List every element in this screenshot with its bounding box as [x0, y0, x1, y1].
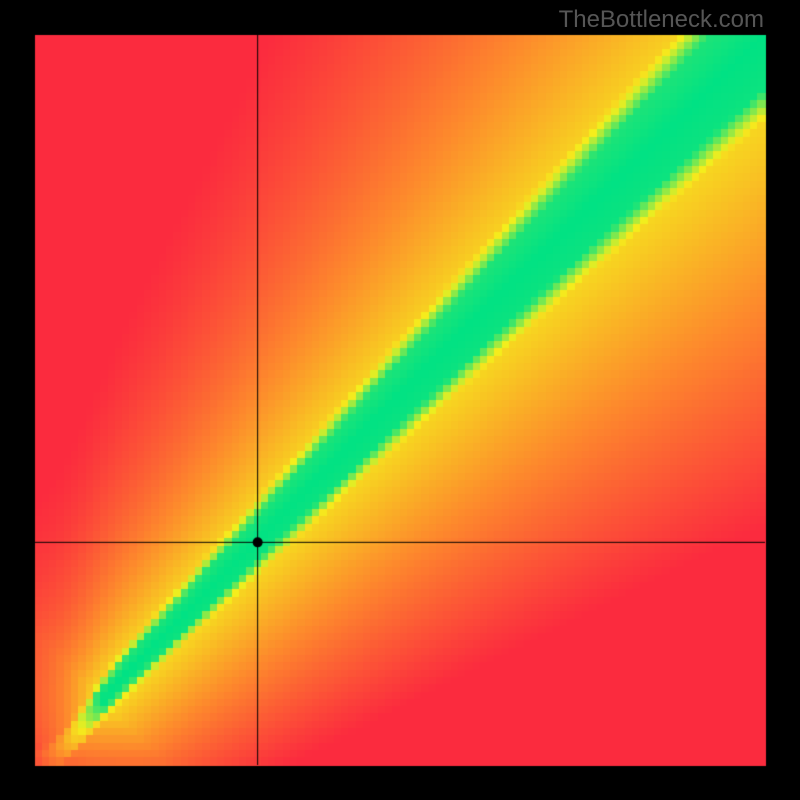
chart-container: TheBottleneck.com: [0, 0, 800, 800]
bottleneck-heatmap-canvas: [0, 0, 800, 800]
watermark-text: TheBottleneck.com: [559, 6, 764, 34]
